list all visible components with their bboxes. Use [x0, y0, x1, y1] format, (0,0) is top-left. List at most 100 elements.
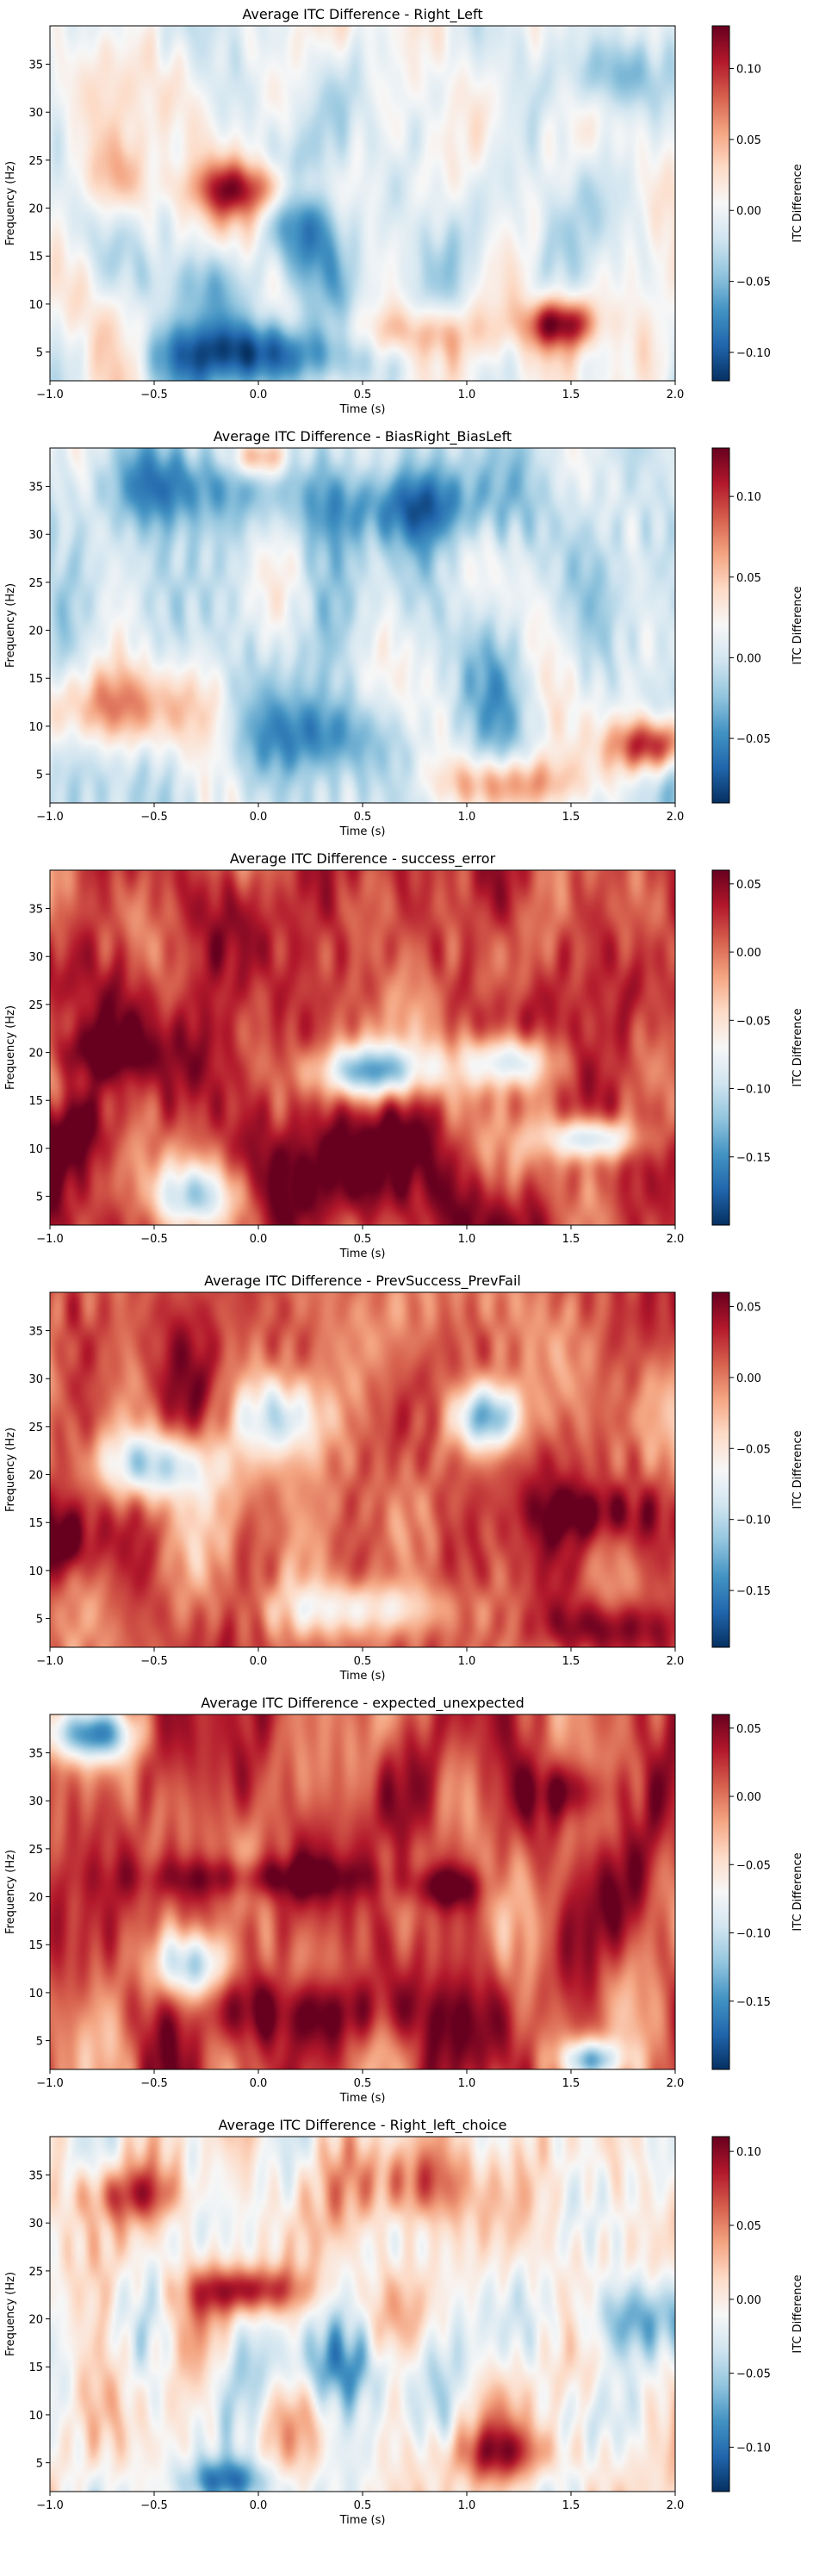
y-tick-label: 10 — [28, 2410, 43, 2423]
colorbar-tick-label: −0.15 — [736, 1585, 771, 1598]
y-tick-label: 30 — [28, 2218, 43, 2231]
y-tick-label: 10 — [28, 1988, 43, 2000]
colorbar-tick-label: 0.00 — [736, 2294, 761, 2307]
colorbar-tick-label: 0.05 — [736, 1723, 761, 1736]
colorbar-tick-label: 0.05 — [736, 134, 761, 147]
y-tick-label: 30 — [28, 529, 43, 542]
colorbar-tick-label: −0.05 — [736, 277, 771, 289]
y-tick-label: 35 — [28, 59, 43, 72]
x-tick-label: −1.0 — [36, 1233, 64, 1246]
x-tick-label: 2.0 — [667, 811, 685, 824]
x-tick-label: 0.0 — [250, 1655, 268, 1668]
x-tick-label: 0.0 — [250, 389, 268, 401]
x-tick-label: 1.5 — [562, 389, 580, 401]
colorbar — [711, 1291, 730, 1648]
y-tick-label: 35 — [28, 904, 43, 917]
x-tick-label: −0.5 — [140, 389, 168, 401]
y-tick-label: 10 — [28, 721, 43, 734]
x-tick-label: 2.0 — [667, 1655, 685, 1668]
colorbar-tick-label: −0.05 — [736, 733, 771, 746]
heatmap-image — [50, 870, 675, 1225]
x-tick-label: 1.5 — [562, 811, 580, 824]
x-tick-label: 1.5 — [562, 2077, 580, 2090]
y-tick-label: 10 — [28, 299, 43, 312]
colorbar-tick-label: 0.05 — [736, 1301, 761, 1314]
colorbar-tick-label: −0.10 — [736, 1084, 771, 1097]
colorbar-label: ITC Difference — [791, 586, 804, 664]
chart-panel-1: Average ITC Difference - Right_Left −1.0 −… — [4, 6, 804, 416]
x-tick-label: 1.0 — [458, 811, 476, 824]
x-tick-label: 1.0 — [458, 1655, 476, 1668]
y-tick-label: 35 — [28, 1326, 43, 1339]
colorbar-tick-label: −0.15 — [736, 1996, 771, 2009]
x-tick-label: −1.0 — [36, 1655, 64, 1668]
colorbar-tick-label: −0.10 — [736, 2442, 771, 2455]
y-tick-label: 25 — [28, 1844, 43, 1857]
colorbar-tick-label: −0.05 — [736, 1443, 771, 1456]
y-tick-label: 15 — [28, 1095, 43, 1108]
x-axis-label: Time (s) — [339, 1248, 386, 1260]
y-tick-label: 5 — [36, 2458, 43, 2471]
y-tick-label: 15 — [28, 673, 43, 686]
y-tick-label: 25 — [28, 2266, 43, 2279]
y-tick-label: 20 — [28, 2314, 43, 2327]
colorbar-tick-label: −0.05 — [736, 1015, 771, 1028]
x-tick-label: −1.0 — [36, 2499, 64, 2512]
y-tick-label: 15 — [28, 1517, 43, 1530]
x-tick-label: 0.0 — [250, 1233, 268, 1246]
chart-title: Average ITC Difference - Right_Left — [242, 6, 482, 23]
x-tick-label: 1.5 — [562, 1655, 580, 1668]
colorbar-tick-label: 0.05 — [736, 572, 761, 585]
chart-panel-5: Average ITC Difference - expected_unexpe… — [4, 1695, 804, 2105]
colorbar-tick-label: 0.05 — [736, 879, 761, 892]
colorbar — [711, 25, 730, 382]
x-tick-label: 0.5 — [354, 811, 372, 824]
colorbar-tick-label: −0.10 — [736, 1515, 771, 1528]
x-tick-label: −1.0 — [36, 2077, 64, 2090]
heatmap-image — [50, 1292, 675, 1647]
y-tick-label: 5 — [36, 1192, 43, 1204]
chart-title: Average ITC Difference - BiasRight_BiasL… — [214, 428, 512, 445]
heatmap-image — [50, 26, 675, 381]
x-axis-label: Time (s) — [339, 1670, 386, 1683]
y-axis-label: Frequency (Hz) — [4, 1850, 17, 1934]
y-tick-label: 35 — [28, 482, 43, 495]
x-tick-label: −1.0 — [36, 389, 64, 401]
chart-title: Average ITC Difference - PrevSuccess_Pre… — [204, 1272, 521, 1290]
y-tick-label: 30 — [28, 1373, 43, 1386]
colorbar-tick-label: −0.15 — [736, 1152, 771, 1165]
y-tick-label: 15 — [28, 251, 43, 264]
x-tick-label: 0.0 — [250, 811, 268, 824]
x-tick-label: −1.0 — [36, 811, 64, 824]
y-axis-label: Frequency (Hz) — [4, 2272, 17, 2356]
colorbar-tick-label: 0.10 — [736, 491, 761, 504]
x-tick-label: −0.5 — [140, 2077, 168, 2090]
colorbar-tick-label: 0.10 — [736, 63, 761, 76]
y-tick-label: 30 — [28, 951, 43, 964]
colorbar-tick-label: 0.10 — [736, 2146, 761, 2159]
y-tick-label: 25 — [28, 999, 43, 1012]
y-tick-label: 5 — [36, 2036, 43, 2049]
heatmap-image — [50, 2137, 675, 2492]
x-tick-label: −0.5 — [140, 811, 168, 824]
y-axis-label: Frequency (Hz) — [4, 583, 17, 668]
colorbar-tick-label: 0.05 — [736, 2220, 761, 2233]
colorbar-label: ITC Difference — [791, 164, 804, 242]
x-tick-label: 0.5 — [354, 389, 372, 401]
x-tick-label: 0.5 — [354, 1233, 372, 1246]
y-tick-label: 15 — [28, 2361, 43, 2374]
y-tick-label: 25 — [28, 155, 43, 168]
y-tick-label: 5 — [36, 769, 43, 782]
chart-title: Average ITC Difference - success_error — [230, 850, 496, 868]
colorbar-tick-label: −0.10 — [736, 1928, 771, 1941]
colorbar — [711, 2136, 730, 2492]
colorbar-label: ITC Difference — [791, 1430, 804, 1509]
x-axis-label: Time (s) — [339, 825, 386, 838]
y-tick-label: 10 — [28, 1565, 43, 1578]
x-tick-label: 2.0 — [667, 389, 685, 401]
colorbar-tick-label: −0.05 — [736, 1859, 771, 1872]
chart-panel-3: Average ITC Difference - success_error −1… — [4, 850, 804, 1260]
y-tick-label: 20 — [28, 625, 43, 638]
x-tick-label: 1.0 — [458, 2077, 476, 2090]
x-tick-label: 1.0 — [458, 389, 476, 401]
